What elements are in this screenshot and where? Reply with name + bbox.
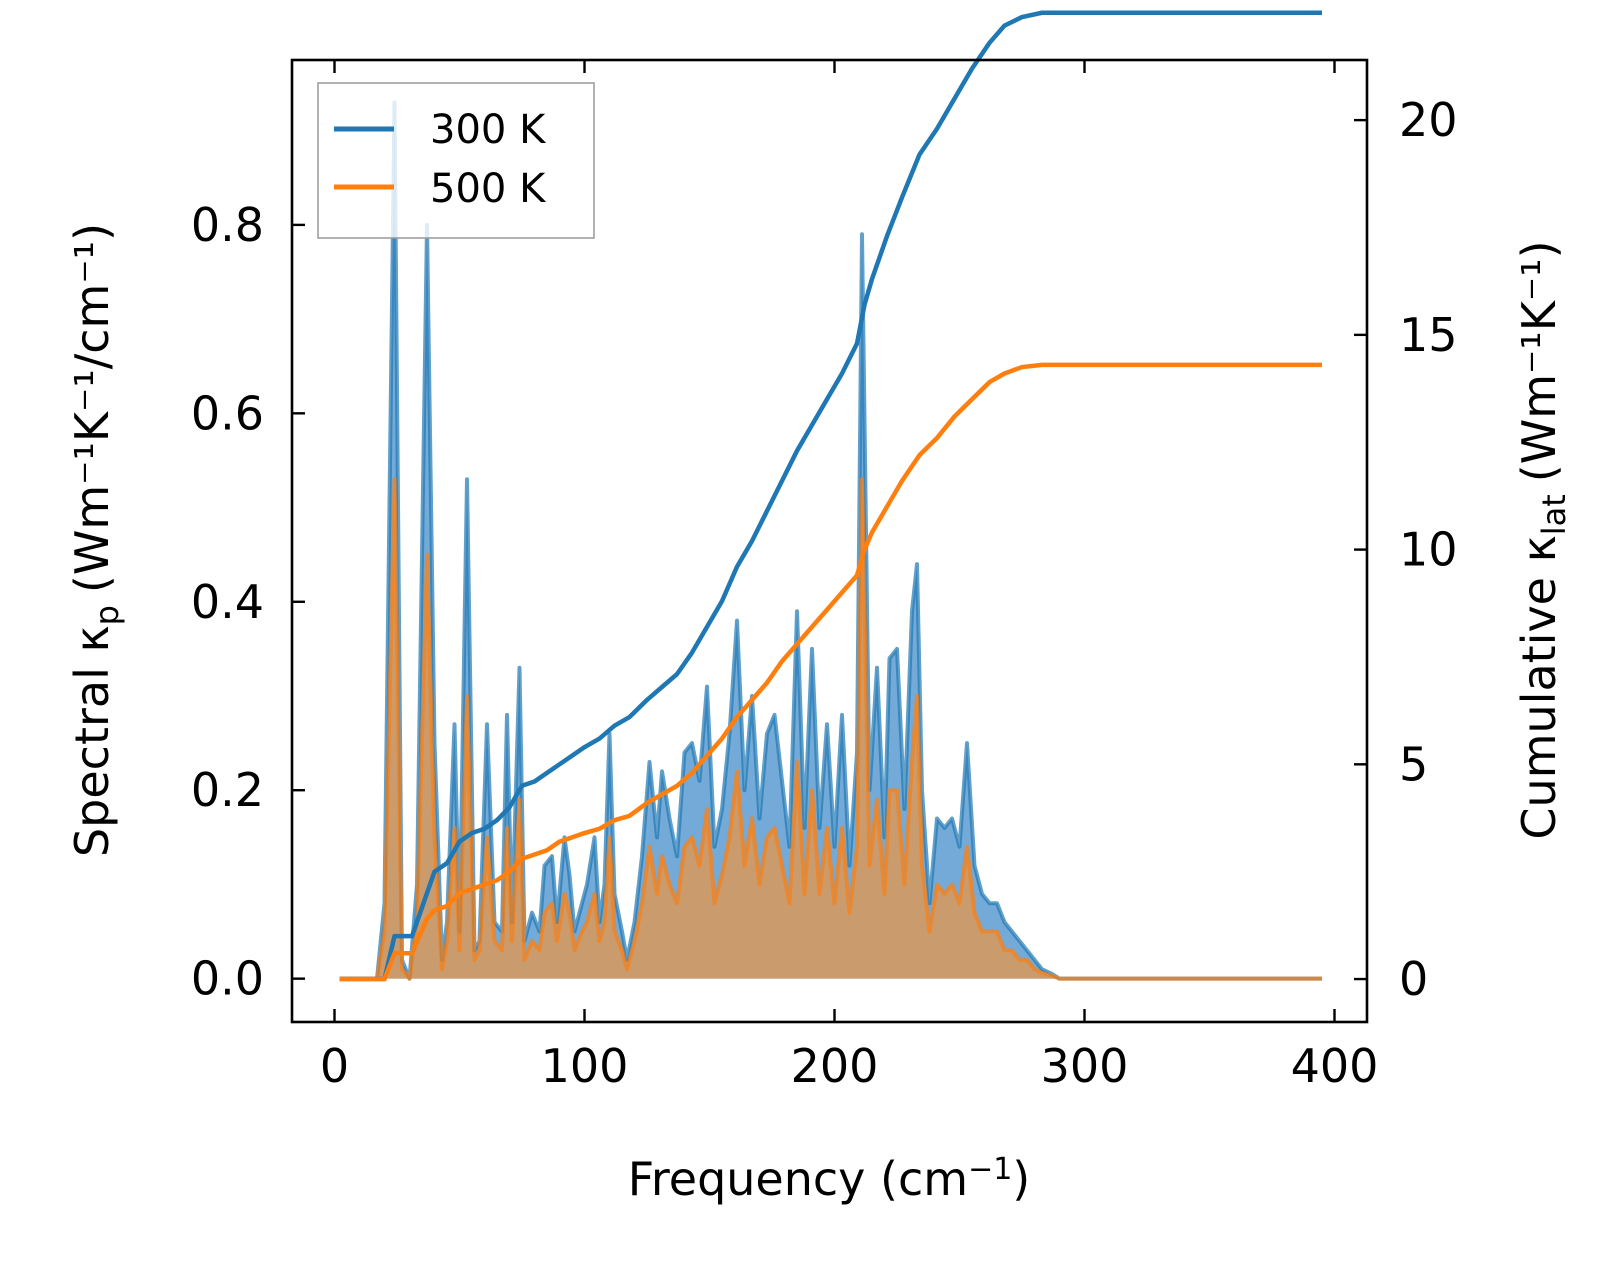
spectral-line-500k: [339, 477, 1322, 981]
legend-box: [317, 82, 595, 239]
legend: 300 K 500 K: [317, 82, 595, 239]
y-right-axis-label: Cumulative κlat(Wm⁻¹K⁻¹): [1512, 240, 1573, 839]
y-right-tick-label: 0: [1399, 952, 1428, 1006]
x-axis-label: Frequency (cm−1): [628, 1152, 1031, 1206]
x-tick-label: 400: [1291, 1039, 1379, 1093]
y-right-tick-label: 5: [1399, 737, 1428, 791]
y-left-tick-label: 0.0: [191, 952, 264, 1006]
y-right-tick-label: 10: [1399, 523, 1458, 577]
plot-frame: [290, 58, 1369, 1024]
x-tick-label: 200: [791, 1039, 879, 1093]
x-tick-label: 100: [541, 1039, 629, 1093]
y-left-tick-label: 0.8: [191, 198, 264, 252]
cumulative-line-500k: [339, 362, 1322, 982]
y-left-tick-label: 0.2: [191, 763, 264, 817]
x-tick-label: 0: [320, 1039, 349, 1093]
x-tick-label: 300: [1041, 1039, 1129, 1093]
cumulative-line-300k: [339, 10, 1322, 982]
y-left-tick-label: 0.4: [191, 575, 264, 629]
legend-label-300k: 300 K: [430, 107, 547, 153]
y-left-axis-label: Spectral κp(Wm⁻¹K⁻¹/cm⁻¹): [65, 223, 126, 857]
axis-ticks: 0 100 200 300 400 0.0 0.2 0.4 0.6 0.8 0 5 10 15 20: [191, 60, 1458, 1093]
y-right-tick-label: 20: [1399, 93, 1458, 147]
y-right-tick-label: 15: [1399, 308, 1458, 362]
legend-label-500k: 500 K: [430, 166, 547, 212]
plot-area: [339, 10, 1322, 982]
y-left-tick-label: 0.6: [191, 386, 264, 440]
